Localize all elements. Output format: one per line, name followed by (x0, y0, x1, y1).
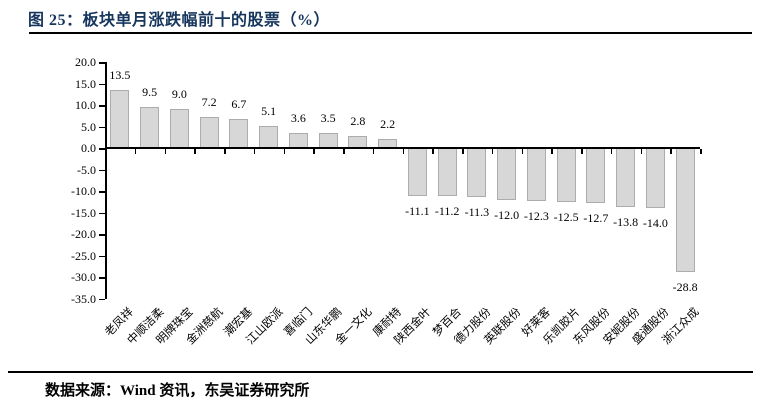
bar-好莱客 (526, 148, 546, 201)
bar-value-label: 3.5 (320, 110, 336, 125)
x-axis-tick (551, 149, 553, 154)
x-axis-tick (700, 149, 702, 154)
bar-value-label: -12.5 (553, 209, 579, 224)
title-divider-line (29, 32, 752, 34)
bar-value-label: -13.8 (613, 215, 639, 230)
y-axis-tick (99, 212, 105, 214)
x-axis-line (105, 147, 700, 149)
x-axis-tick (640, 149, 642, 154)
x-axis-tick (372, 149, 375, 154)
bar-value-label: -11.3 (464, 204, 490, 219)
y-axis-tick-label: 0.0 (81, 141, 96, 155)
y-axis-tick-label: -5.0 (77, 162, 96, 177)
x-axis-tick (105, 149, 107, 154)
x-axis-tick (313, 149, 315, 154)
x-axis-tick (283, 149, 285, 154)
y-axis-tick (99, 234, 105, 236)
bar-江山欧派 (259, 126, 279, 148)
bar-德力股份 (467, 148, 487, 197)
y-axis-tick-label: 15.0 (75, 76, 96, 91)
bar-潮宏基 (229, 119, 249, 148)
y-axis-tick (99, 83, 105, 85)
y-axis-tick-label: -20.0 (71, 227, 96, 241)
bar-value-label: -12.3 (523, 208, 549, 223)
y-axis-tick (99, 191, 105, 193)
y-axis-tick (99, 148, 105, 150)
bar-老凤祥 (110, 89, 130, 148)
y-axis-tick (99, 298, 105, 300)
x-axis-tick (343, 149, 345, 154)
y-axis-tick-label: 5.0 (81, 119, 96, 134)
bar-英联股份 (497, 148, 517, 200)
bar-value-label: -12.7 (583, 210, 609, 225)
bar-value-label: 9.5 (142, 85, 158, 100)
bar-喜临门 (288, 132, 308, 148)
figure-title: 图 25：板块单月涨跌幅前十的股票（%） (28, 12, 331, 29)
y-axis-tick (99, 255, 105, 257)
bar-陕西金叶 (407, 148, 427, 196)
bar-盛通股份 (645, 148, 665, 209)
bar-山东华鹏 (318, 132, 338, 148)
bar-value-label: 7.2 (201, 95, 217, 110)
y-axis-tick-label: 20.0 (75, 55, 96, 69)
x-axis-tick (134, 149, 137, 154)
y-axis-tick-label: -25.0 (71, 248, 96, 263)
y-axis-tick-label: 10.0 (75, 98, 96, 112)
bar-value-label: 6.7 (231, 97, 247, 112)
y-axis-tick-label: -35.0 (71, 291, 96, 306)
bar-value-label: 5.1 (261, 104, 277, 119)
bar-明牌珠宝 (169, 109, 189, 148)
y-axis-tick-label: -30.0 (71, 270, 96, 284)
footer-divider-line (8, 371, 753, 373)
bar-value-label: 9.0 (171, 87, 187, 102)
x-axis-tick (670, 149, 672, 154)
y-axis-tick (99, 105, 105, 107)
x-axis-tick (253, 149, 256, 154)
x-axis-tick (462, 149, 464, 154)
y-axis-tick-label: -10.0 (71, 184, 96, 198)
y-axis-tick (99, 277, 105, 279)
x-axis-tick (224, 149, 226, 154)
bar-value-label: -14.0 (642, 216, 668, 231)
y-axis-tick (99, 62, 105, 64)
x-axis-tick (521, 149, 523, 154)
bar-value-label: -11.2 (434, 204, 460, 219)
bar-浙江众成 (675, 148, 695, 272)
bar-金洲慈航 (199, 117, 219, 148)
bar-value-label: 3.6 (290, 110, 306, 125)
y-axis-tick-label: -15.0 (71, 205, 96, 220)
bar-value-label: 2.8 (350, 113, 366, 128)
bar-value-label: -11.1 (405, 203, 430, 218)
bar-value-label: -12.0 (494, 207, 520, 222)
x-axis-tick (402, 149, 404, 154)
bar-value-label: 13.5 (109, 67, 131, 82)
bar-中顺洁柔 (140, 107, 160, 148)
x-axis-tick (610, 149, 613, 154)
bar-东风股份 (586, 148, 606, 203)
bar-乐凯胶片 (556, 148, 576, 202)
data-source-note: 数据来源：Wind 资讯，东吴证券研究所 (45, 383, 310, 399)
y-axis-tick (99, 126, 105, 128)
y-axis-tick (99, 169, 105, 171)
x-axis-tick (194, 149, 196, 154)
bar-梦百合 (437, 148, 457, 197)
bar-value-label: -28.8 (672, 279, 698, 294)
x-axis-tick (581, 149, 583, 154)
bar-value-label: 2.2 (380, 116, 396, 131)
x-axis-tick (164, 149, 166, 154)
x-axis-tick (432, 149, 434, 154)
bar-安妮股份 (616, 148, 636, 208)
y-axis-line (105, 62, 107, 299)
x-axis-tick (491, 149, 494, 154)
